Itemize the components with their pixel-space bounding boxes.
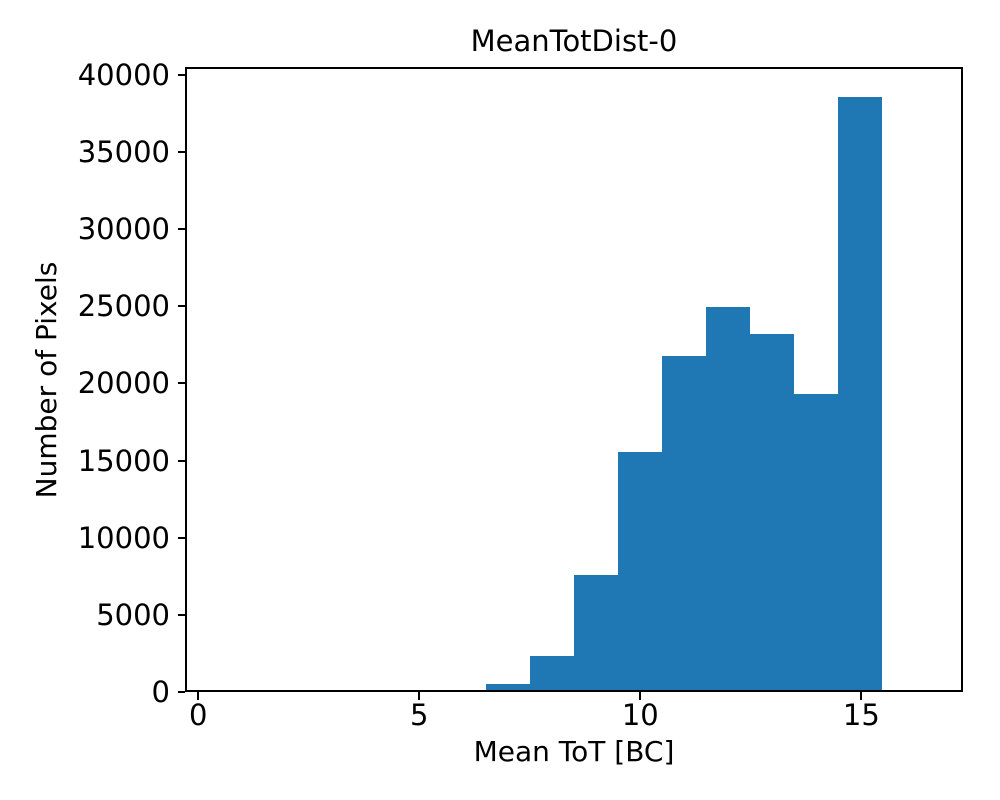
histogram-bar: [486, 683, 530, 690]
y-axis-tick-label: 20000: [77, 366, 170, 401]
y-axis-tick-label: 0: [151, 675, 170, 709]
y-axis-tick-mark: [178, 382, 185, 385]
x-axis-label: Mean ToT [BC]: [473, 735, 675, 768]
histogram-bar: [749, 334, 794, 690]
y-axis-tick-mark: [178, 691, 185, 693]
histogram-bars: [187, 69, 961, 690]
y-axis-tick-label: 30000: [77, 212, 170, 247]
x-axis-tick-mark: [197, 692, 200, 700]
y-axis-tick-label: 15000: [77, 443, 170, 478]
y-axis-tick-label: 10000: [77, 520, 170, 555]
x-axis-tick-label: 5: [410, 698, 429, 732]
y-axis-tick-label: 35000: [77, 134, 170, 169]
y-axis-tick-label: 25000: [77, 289, 170, 324]
plot-area: [185, 67, 963, 692]
histogram-bar: [574, 575, 618, 690]
histogram-bar: [705, 307, 750, 690]
x-axis-tick-mark: [639, 692, 642, 700]
histogram-bar: [837, 96, 882, 690]
histogram-bar: [661, 355, 706, 690]
y-axis-tick-mark: [178, 150, 185, 153]
y-axis-tick-mark: [178, 228, 185, 231]
y-axis-tick-mark: [178, 536, 185, 539]
x-axis-tick-label: 15: [842, 698, 880, 732]
x-axis-tick-label: 0: [189, 698, 208, 732]
y-axis-tick-mark: [178, 613, 185, 616]
x-axis-tick-mark: [418, 692, 421, 700]
y-axis-tick-label: 40000: [77, 57, 170, 92]
histogram-bar: [617, 452, 662, 690]
x-axis-tick-mark: [860, 692, 863, 700]
y-axis-tick-mark: [178, 305, 185, 308]
x-axis-tick-label: 10: [621, 698, 659, 732]
chart-title: MeanTotDist-0: [470, 24, 678, 58]
y-axis-tick-label: 5000: [96, 597, 170, 632]
histogram-bar: [793, 394, 838, 690]
y-axis-tick-mark: [178, 73, 185, 76]
y-axis-tick-mark: [178, 459, 185, 462]
histogram-bar: [530, 656, 574, 690]
